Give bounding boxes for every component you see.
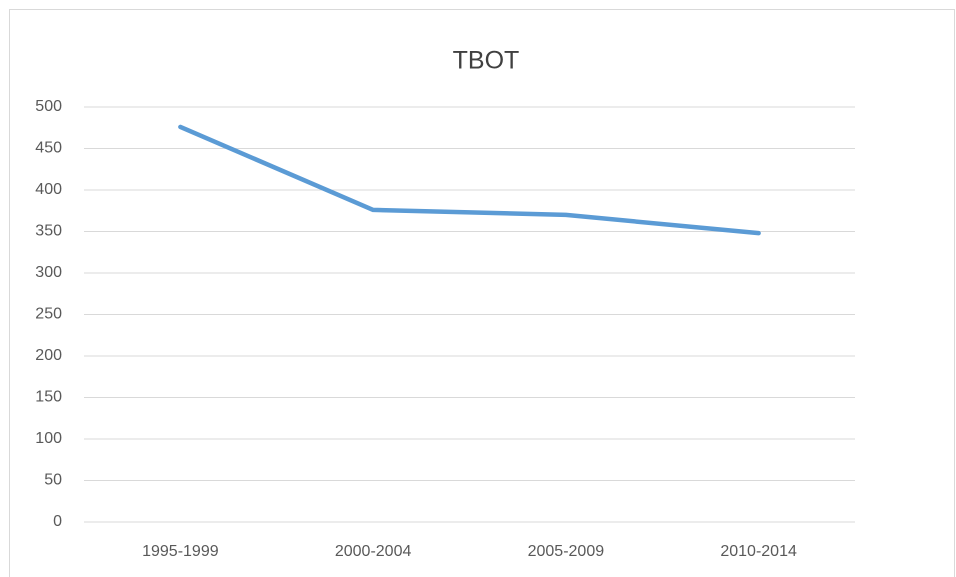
y-tick-label: 350 (35, 223, 62, 240)
y-tick-label: 100 (35, 430, 62, 447)
y-tick-label: 50 (44, 472, 62, 489)
x-tick-label: 1995-1999 (142, 543, 219, 560)
y-tick-label: 300 (35, 264, 62, 281)
y-tick-label: 150 (35, 389, 62, 406)
y-tick-label: 450 (35, 140, 62, 157)
x-tick-label: 2010-2014 (720, 543, 797, 560)
y-tick-label: 200 (35, 347, 62, 364)
x-tick-label: 2005-2009 (528, 543, 605, 560)
x-tick-label: 2000-2004 (335, 543, 412, 560)
chart-border (9, 9, 955, 577)
y-tick-label: 400 (35, 181, 62, 198)
data-line (178, 124, 761, 236)
y-tick-label: 500 (35, 98, 62, 115)
chart-title: TBOT (453, 47, 520, 75)
y-tick-label: 250 (35, 306, 62, 323)
y-tick-label: 0 (53, 513, 62, 530)
